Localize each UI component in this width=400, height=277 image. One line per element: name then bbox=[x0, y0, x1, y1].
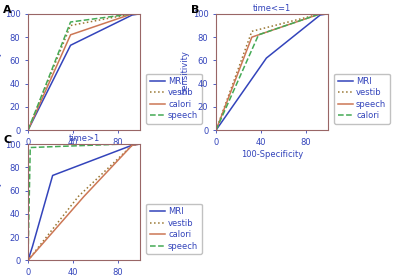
Legend: MRI, vestib, calori, speech: MRI, vestib, calori, speech bbox=[146, 73, 202, 124]
Y-axis label: Sensitivity: Sensitivity bbox=[0, 180, 2, 224]
Legend: MRI, vestib, speech, calori: MRI, vestib, speech, calori bbox=[334, 73, 390, 124]
Legend: MRI, vestib, calori, speech: MRI, vestib, calori, speech bbox=[146, 204, 202, 254]
Title: time<=1: time<=1 bbox=[253, 4, 291, 13]
Title: time>1: time>1 bbox=[68, 134, 100, 143]
Text: C: C bbox=[3, 135, 12, 145]
Text: A: A bbox=[3, 4, 12, 15]
Text: B: B bbox=[191, 4, 200, 15]
X-axis label: 100-Specificity: 100-Specificity bbox=[241, 150, 303, 159]
Y-axis label: Sensitivity: Sensitivity bbox=[181, 50, 190, 94]
Y-axis label: Sensitivity: Sensitivity bbox=[0, 50, 2, 94]
X-axis label: 100-Specificity: 100-Specificity bbox=[53, 150, 115, 159]
